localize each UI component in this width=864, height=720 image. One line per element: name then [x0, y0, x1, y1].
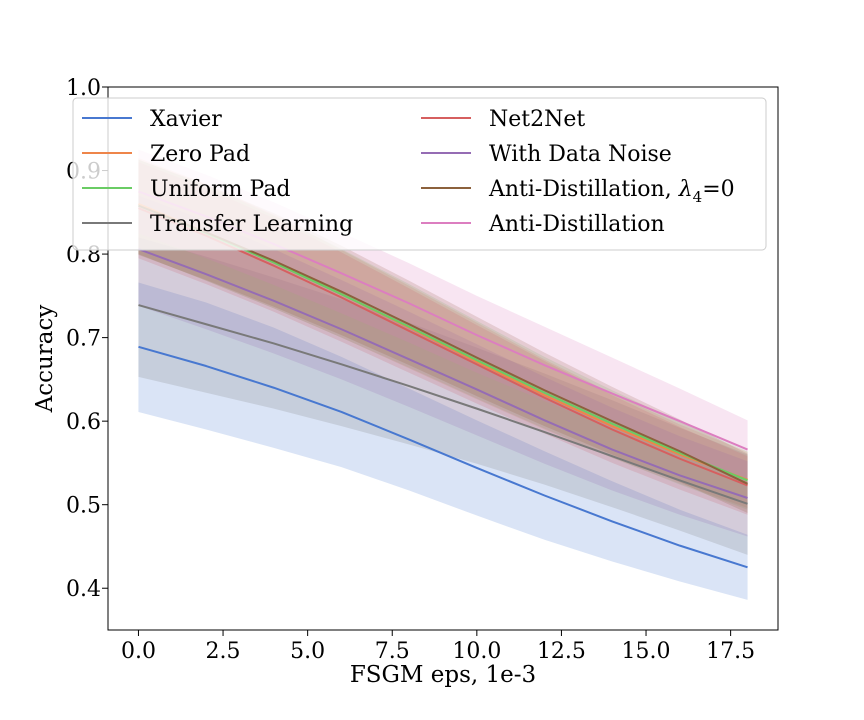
- y-tick-label: 0.7: [66, 327, 101, 352]
- x-tick-label: 5.0: [290, 639, 325, 664]
- y-axis-label: Accuracy: [32, 305, 58, 414]
- y-tick-label: 0.6: [66, 410, 101, 435]
- band-xavier: [138, 282, 748, 600]
- x-axis-ticks: 0.0 2.5 5.0 7.5 10.0 12.5 15.0 17.5: [121, 630, 755, 664]
- line-transfer-learning: [138, 304, 748, 505]
- line-net2net: [138, 207, 748, 487]
- legend-label-xavier: Xavier: [150, 107, 222, 132]
- x-tick-label: 15.0: [622, 639, 671, 664]
- line-with-data-noise: [138, 248, 748, 499]
- x-tick-label: 2.5: [206, 639, 241, 664]
- plot-frame: [107, 86, 779, 631]
- y-tick-label: 1.0: [66, 76, 101, 101]
- legend-label-uniform-pad: Uniform Pad: [150, 177, 291, 202]
- x-tick-label: 17.5: [706, 639, 755, 664]
- legend-label-anti-distillation: Anti-Distillation: [488, 212, 665, 237]
- legend-label-with-data-noise: With Data Noise: [489, 142, 672, 167]
- band-transfer-learning: [138, 237, 748, 555]
- legend-label-net2net: Net2Net: [489, 107, 585, 132]
- y-tick-label: 0.5: [66, 494, 101, 519]
- x-axis-label: FSGM eps, 1e-3: [350, 662, 536, 688]
- line-xavier: [138, 345, 748, 569]
- legend-label-anti-distillation-4-0: Anti-Distillation, λ4=0: [488, 177, 735, 206]
- legend-label-zero-pad: Zero Pad: [150, 142, 250, 167]
- x-tick-label: 0.0: [121, 639, 156, 664]
- x-tick-label: 10.0: [452, 639, 501, 664]
- x-tick-label: 12.5: [537, 639, 586, 664]
- legend-box: [72, 97, 767, 251]
- legend-label-transfer-learning: Transfer Learning: [150, 212, 353, 237]
- x-tick-label: 7.5: [375, 639, 410, 664]
- y-tick-label: 0.4: [66, 577, 101, 602]
- legend: Xavier Zero Pad Uniform Pad Transfer Learni…: [72, 97, 767, 251]
